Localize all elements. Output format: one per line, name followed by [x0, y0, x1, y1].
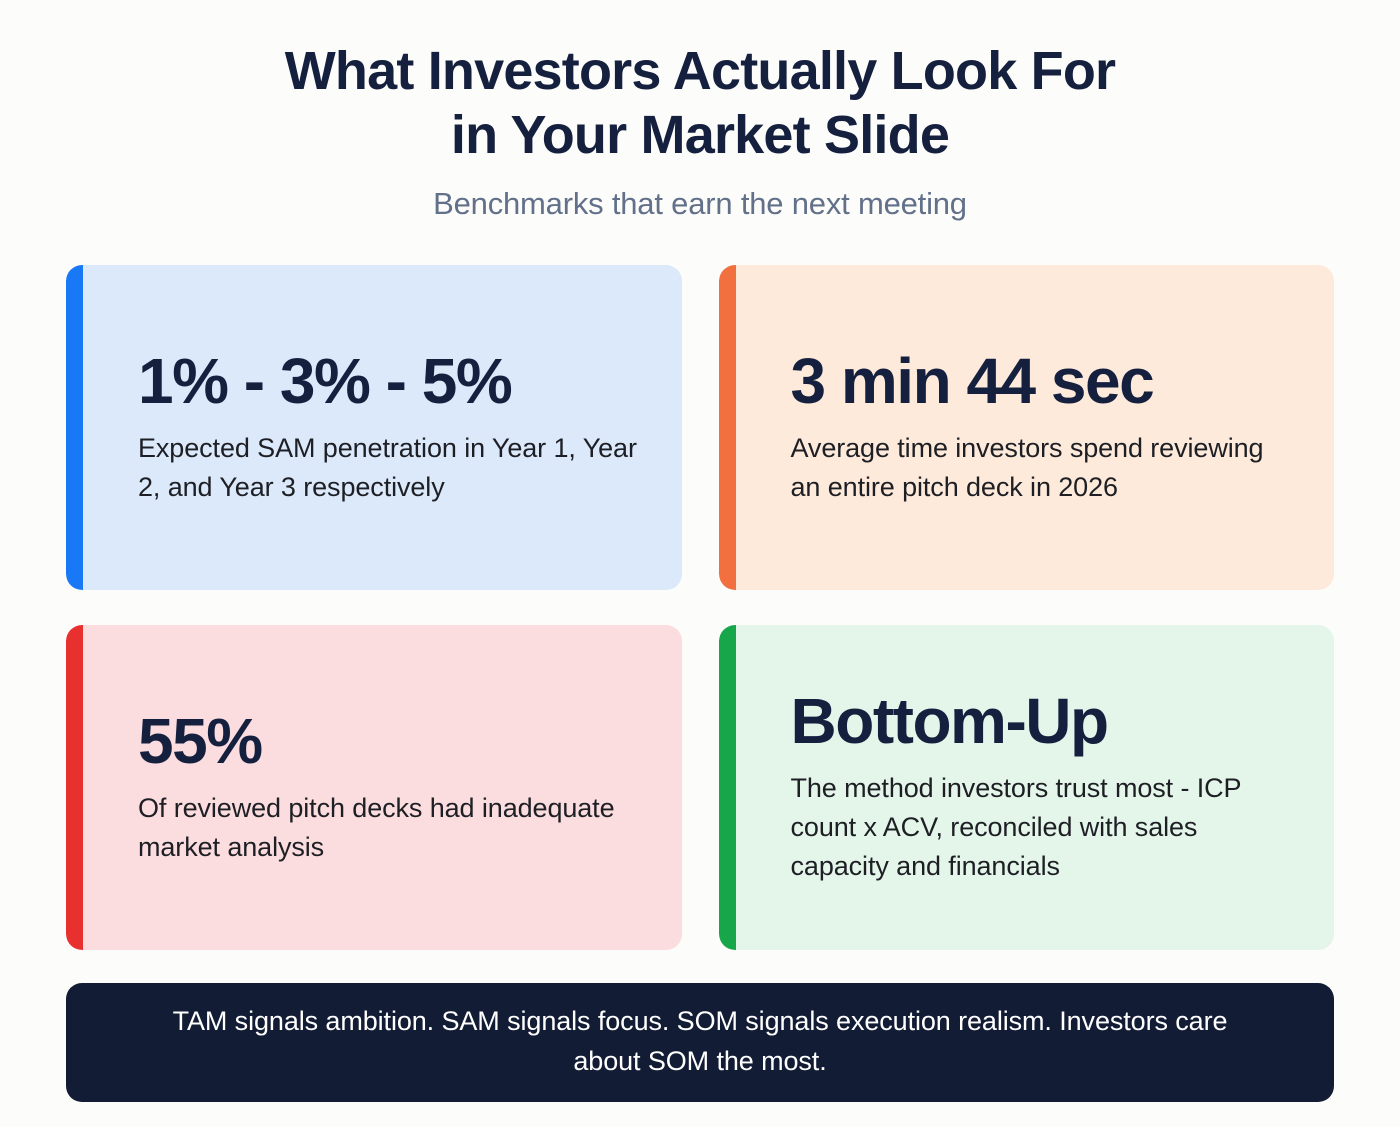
header: What Investors Actually Look For in Your… — [66, 40, 1334, 223]
stat-value: 55% — [138, 704, 263, 777]
stat-label: The method investors trust most - ICP co… — [790, 773, 1242, 882]
stat-label: Expected SAM penetration in Year 1, Year… — [138, 432, 637, 502]
footer-text: TAM signals ambition. SAM signals focus.… — [172, 1006, 1228, 1077]
accent-bar-blue — [66, 264, 83, 590]
page-title: What Investors Actually Look For in Your… — [284, 41, 1116, 165]
accent-bar-orange — [718, 264, 736, 590]
accent-bar-red — [66, 624, 83, 950]
stat-label: Of reviewed pitch decks had inadequate m… — [138, 792, 615, 862]
stat-value: Bottom-Up — [790, 685, 1110, 758]
page-subtitle: Benchmarks that earn the next meeting — [433, 186, 967, 222]
stat-value: 1% - 3% - 5% — [138, 344, 513, 417]
stat-value: 3 min 44 sec — [790, 344, 1155, 417]
stat-card-sam-penetration: 1% - 3% - 5% Expected SAM penetration in… — [66, 264, 682, 590]
stat-card-review-time: 3 min 44 sec Average time investors spen… — [718, 264, 1334, 590]
stat-card-inadequate-analysis: 55% Of reviewed pitch decks had inadequa… — [66, 624, 682, 950]
footer-banner: TAM signals ambition. SAM signals focus.… — [66, 982, 1334, 1102]
accent-bar-green — [718, 624, 736, 950]
stat-label: Average time investors spend reviewing a… — [790, 432, 1264, 502]
stat-card-bottom-up-method: Bottom-Up The method investors trust mos… — [718, 624, 1334, 950]
stat-card-grid: 1% - 3% - 5% Expected SAM penetration in… — [66, 264, 1334, 950]
